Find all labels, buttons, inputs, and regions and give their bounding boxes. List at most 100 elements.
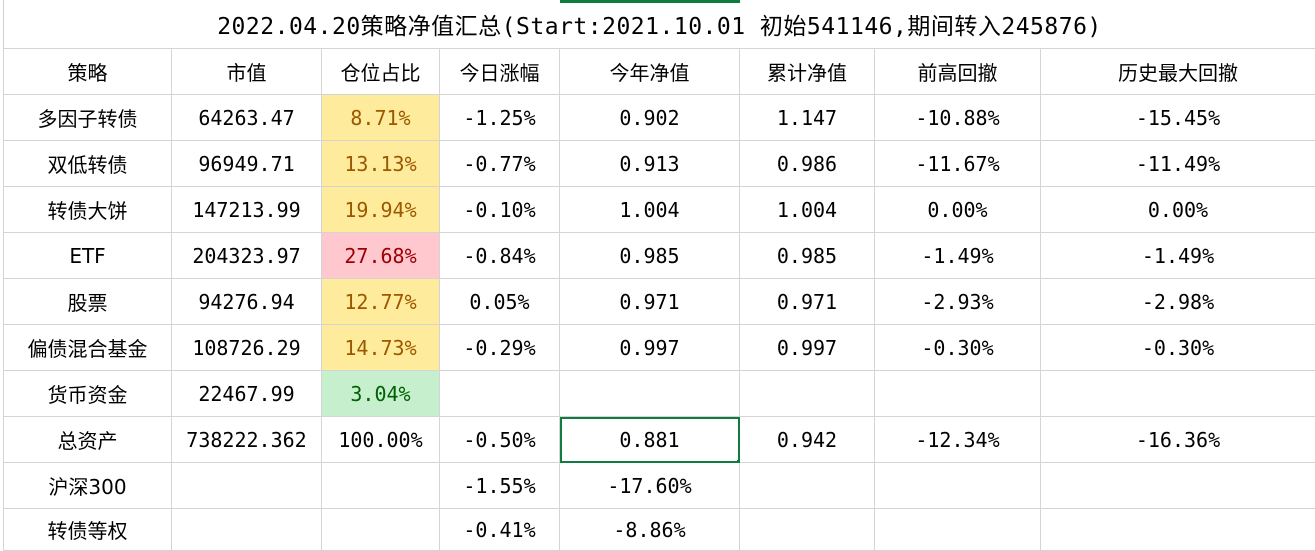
today-change-cell[interactable]: -1.25%: [440, 95, 560, 141]
market-value-cell[interactable]: 22467.99: [172, 371, 322, 417]
table-row: 沪深300 -1.55%-17.60%: [4, 463, 1315, 509]
position-cell[interactable]: 13.13%: [322, 141, 440, 187]
cum-nav-cell[interactable]: [740, 509, 875, 551]
strategy-table: 策略 市值 仓位占比 今日涨幅 今年净值 累计净值 前高回撤 历史最大回撤 多因…: [3, 48, 1315, 551]
spreadsheet: 2022.04.20策略净值汇总(Start:2021.10.01 初始5411…: [3, 0, 1315, 547]
market-value-cell[interactable]: 147213.99: [172, 187, 322, 233]
max-drawdown-cell[interactable]: [1041, 371, 1315, 417]
position-cell[interactable]: 27.68%: [322, 233, 440, 279]
market-value-cell[interactable]: 94276.94: [172, 279, 322, 325]
header-cum-nav[interactable]: 累计净值: [740, 49, 875, 95]
max-drawdown-cell[interactable]: -1.49%: [1041, 233, 1315, 279]
position-cell[interactable]: 3.04%: [322, 371, 440, 417]
strategy-name-cell[interactable]: 双低转债: [4, 141, 172, 187]
cum-nav-cell[interactable]: [740, 463, 875, 509]
position-cell[interactable]: 8.71%: [322, 95, 440, 141]
ytd-nav-cell[interactable]: -8.86%: [560, 509, 740, 551]
header-strategy[interactable]: 策略: [4, 49, 172, 95]
max-drawdown-cell[interactable]: -11.49%: [1041, 141, 1315, 187]
drawdown-cell[interactable]: -2.93%: [875, 279, 1041, 325]
strategy-name-cell[interactable]: 股票: [4, 279, 172, 325]
strategy-name-cell[interactable]: 偏债混合基金: [4, 325, 172, 371]
cum-nav-cell[interactable]: 0.985: [740, 233, 875, 279]
drawdown-cell[interactable]: [875, 463, 1041, 509]
max-drawdown-cell[interactable]: -2.98%: [1041, 279, 1315, 325]
max-drawdown-cell[interactable]: -0.30%: [1041, 325, 1315, 371]
market-value-cell[interactable]: 204323.97: [172, 233, 322, 279]
drawdown-cell[interactable]: -12.34%: [875, 417, 1041, 463]
today-change-cell[interactable]: 0.05%: [440, 279, 560, 325]
market-value-cell[interactable]: 64263.47: [172, 95, 322, 141]
header-row: 策略 市值 仓位占比 今日涨幅 今年净值 累计净值 前高回撤 历史最大回撤: [4, 49, 1315, 95]
cum-nav-cell[interactable]: 0.997: [740, 325, 875, 371]
cum-nav-cell[interactable]: 1.004: [740, 187, 875, 233]
market-value-cell[interactable]: [172, 509, 322, 551]
max-drawdown-cell[interactable]: 0.00%: [1041, 187, 1315, 233]
market-value-cell[interactable]: 96949.71: [172, 141, 322, 187]
max-drawdown-cell[interactable]: -15.45%: [1041, 95, 1315, 141]
position-cell[interactable]: 14.73%: [322, 325, 440, 371]
today-change-cell[interactable]: -0.29%: [440, 325, 560, 371]
strategy-name-cell[interactable]: 沪深300: [4, 463, 172, 509]
ytd-nav-cell[interactable]: 0.881: [560, 417, 740, 463]
drawdown-cell[interactable]: -0.30%: [875, 325, 1041, 371]
cum-nav-cell[interactable]: 0.942: [740, 417, 875, 463]
ytd-nav-cell[interactable]: 0.913: [560, 141, 740, 187]
today-change-cell[interactable]: [440, 371, 560, 417]
max-drawdown-cell[interactable]: [1041, 463, 1315, 509]
strategy-name-cell[interactable]: 总资产: [4, 417, 172, 463]
drawdown-cell[interactable]: -1.49%: [875, 233, 1041, 279]
sheet-title[interactable]: 2022.04.20策略净值汇总(Start:2021.10.01 初始5411…: [3, 0, 1315, 48]
today-change-cell[interactable]: -0.41%: [440, 509, 560, 551]
max-drawdown-cell[interactable]: [1041, 509, 1315, 551]
cum-nav-cell[interactable]: [740, 371, 875, 417]
header-max-drawdown[interactable]: 历史最大回撤: [1041, 49, 1315, 95]
strategy-name-cell[interactable]: 货币资金: [4, 371, 172, 417]
ytd-nav-cell[interactable]: 0.971: [560, 279, 740, 325]
ytd-nav-cell[interactable]: 1.004: [560, 187, 740, 233]
ytd-nav-cell[interactable]: [560, 371, 740, 417]
position-cell[interactable]: 19.94%: [322, 187, 440, 233]
drawdown-cell[interactable]: 0.00%: [875, 187, 1041, 233]
ytd-nav-cell[interactable]: 0.997: [560, 325, 740, 371]
position-cell[interactable]: 12.77%: [322, 279, 440, 325]
position-cell[interactable]: 100.00%: [322, 417, 440, 463]
position-cell[interactable]: [322, 509, 440, 551]
ytd-nav-cell[interactable]: -17.60%: [560, 463, 740, 509]
drawdown-cell[interactable]: [875, 371, 1041, 417]
market-value-cell[interactable]: [172, 463, 322, 509]
table-row: 转债等权 -0.41%-8.86%: [4, 509, 1315, 551]
header-market-value[interactable]: 市值: [172, 49, 322, 95]
ytd-nav-cell[interactable]: 0.902: [560, 95, 740, 141]
cum-nav-cell[interactable]: 0.971: [740, 279, 875, 325]
strategy-name-cell[interactable]: ETF: [4, 233, 172, 279]
strategy-name-cell[interactable]: 多因子转债: [4, 95, 172, 141]
position-cell[interactable]: [322, 463, 440, 509]
today-change-cell[interactable]: -0.10%: [440, 187, 560, 233]
header-drawdown[interactable]: 前高回撤: [875, 49, 1041, 95]
header-ytd-nav[interactable]: 今年净值: [560, 49, 740, 95]
strategy-name-cell[interactable]: 转债等权: [4, 509, 172, 551]
header-position[interactable]: 仓位占比: [322, 49, 440, 95]
strategy-name-cell[interactable]: 转债大饼: [4, 187, 172, 233]
max-drawdown-cell[interactable]: -16.36%: [1041, 417, 1315, 463]
today-change-cell[interactable]: -1.55%: [440, 463, 560, 509]
drawdown-cell[interactable]: -10.88%: [875, 95, 1041, 141]
drawdown-cell[interactable]: [875, 509, 1041, 551]
ytd-nav-cell[interactable]: 0.985: [560, 233, 740, 279]
market-value-cell[interactable]: 738222.362: [172, 417, 322, 463]
today-change-cell[interactable]: -0.77%: [440, 141, 560, 187]
cum-nav-cell[interactable]: 1.147: [740, 95, 875, 141]
drawdown-cell[interactable]: -11.67%: [875, 141, 1041, 187]
today-change-cell[interactable]: -0.50%: [440, 417, 560, 463]
cum-nav-cell[interactable]: 0.986: [740, 141, 875, 187]
market-value-cell[interactable]: 108726.29: [172, 325, 322, 371]
header-today[interactable]: 今日涨幅: [440, 49, 560, 95]
today-change-cell[interactable]: -0.84%: [440, 233, 560, 279]
